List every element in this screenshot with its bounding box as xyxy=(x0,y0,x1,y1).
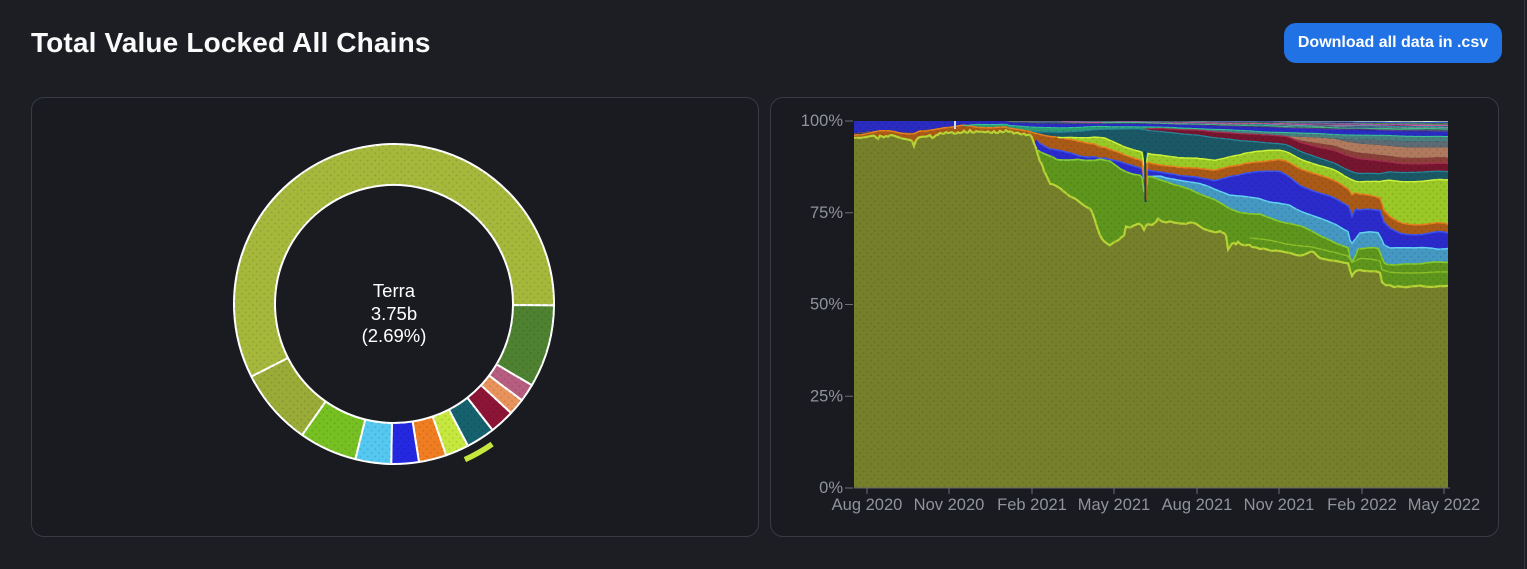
svg-text:0%: 0% xyxy=(819,479,843,497)
svg-text:75%: 75% xyxy=(810,204,843,222)
svg-text:May 2021: May 2021 xyxy=(1078,496,1150,514)
svg-text:Feb 2022: Feb 2022 xyxy=(1327,496,1397,514)
svg-text:Feb 2021: Feb 2021 xyxy=(997,496,1067,514)
svg-text:100%: 100% xyxy=(801,112,844,130)
svg-text:Aug 2021: Aug 2021 xyxy=(1162,496,1233,514)
svg-text:25%: 25% xyxy=(810,387,843,405)
svg-text:Nov 2021: Nov 2021 xyxy=(1244,496,1315,514)
svg-text:May 2022: May 2022 xyxy=(1408,496,1480,514)
svg-text:50%: 50% xyxy=(810,296,843,314)
svg-text:Nov 2020: Nov 2020 xyxy=(914,496,985,514)
svg-text:Aug 2020: Aug 2020 xyxy=(832,496,903,514)
